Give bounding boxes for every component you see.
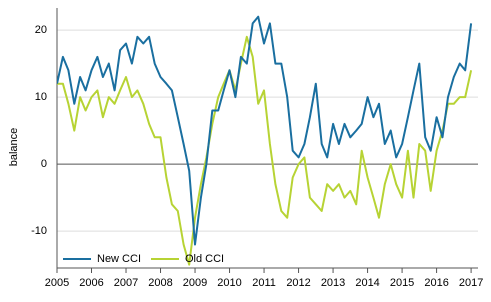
x-tick-label: 2006 xyxy=(79,277,103,289)
x-tick-label: 2008 xyxy=(148,277,172,289)
y-axis-label: balance xyxy=(8,128,20,167)
x-tick-label: 2017 xyxy=(459,277,483,289)
y-tick-label: 0 xyxy=(41,158,47,170)
x-tick-label: 2009 xyxy=(183,277,207,289)
line-series xyxy=(57,15,473,246)
y-tick-label: 10 xyxy=(35,91,47,103)
y-tick-label: -10 xyxy=(31,225,47,237)
legend-label: Old CCI xyxy=(185,253,224,265)
x-tick-label: 2015 xyxy=(390,277,414,289)
x-tick-label: 2012 xyxy=(286,277,310,289)
line-series xyxy=(57,35,473,266)
x-tick-label: 2016 xyxy=(424,277,448,289)
x-tick-label: 2005 xyxy=(45,277,69,289)
x-tick-label: 2007 xyxy=(114,277,138,289)
x-tick-label: 2011 xyxy=(252,277,276,289)
y-tick-label: 20 xyxy=(35,24,47,36)
legend-label: New CCI xyxy=(97,253,141,265)
x-tick-label: 2014 xyxy=(355,277,379,289)
x-tick-label: 2013 xyxy=(321,277,345,289)
x-tick-label: 2010 xyxy=(217,277,241,289)
